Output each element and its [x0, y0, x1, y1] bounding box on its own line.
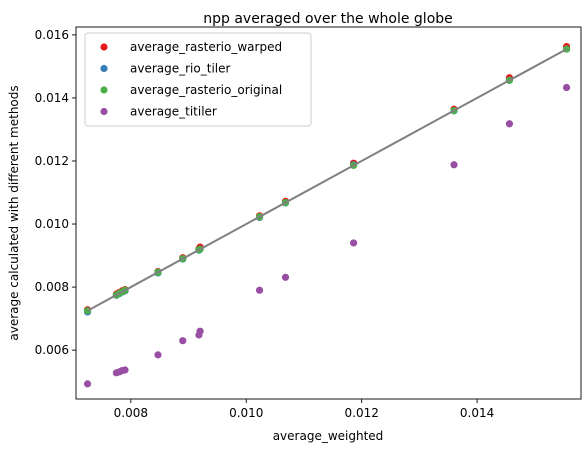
axes	[75, 26, 582, 400]
legend: average_rasterio_warped average_rio_tiler…	[84, 32, 312, 127]
legend-marker-0	[100, 43, 108, 51]
point-average_titiler-4	[121, 366, 129, 374]
legend-box	[84, 32, 312, 127]
point-average_titiler-14	[562, 83, 571, 92]
legend-marker-2	[100, 86, 108, 94]
point-average_titiler-5	[154, 351, 162, 359]
x-tick-label-3: 0.014	[460, 406, 494, 420]
y-tick-label-5: 0.016	[35, 28, 69, 42]
y-tick-label-4: 0.014	[35, 91, 69, 105]
y-axis-label: average calculated with different method…	[7, 85, 21, 340]
point-average_titiler-0	[83, 380, 92, 388]
y-tick-label-3: 0.012	[35, 154, 69, 168]
point-average_titiler-12	[450, 161, 458, 169]
x-tick-label-1: 0.010	[229, 406, 263, 420]
point-average_titiler-10	[281, 273, 290, 281]
point-average_titiler-9	[255, 286, 264, 294]
y-tick-label-1: 0.008	[35, 280, 69, 294]
identity-line	[87, 48, 568, 312]
y-tick-label-2: 0.010	[35, 217, 69, 231]
legend-label-0: average_rasterio_warped	[130, 40, 282, 54]
x-tick-label-0: 0.008	[114, 406, 148, 420]
x-axis-label: average_weighted	[273, 429, 384, 443]
x-tick-label-2: 0.012	[345, 406, 379, 420]
legend-marker-1	[100, 64, 108, 73]
plot-area	[83, 42, 571, 388]
plot-frame	[75, 26, 582, 400]
point-average_rasterio_original-0	[83, 307, 92, 315]
point-average_titiler-6	[179, 337, 187, 345]
legend-label-2: average_rasterio_original	[130, 83, 282, 97]
point-average_titiler-11	[350, 239, 358, 247]
legend-marker-3	[100, 107, 108, 116]
chart-title: npp averaged over the whole globe	[203, 11, 453, 27]
point-average_titiler-13	[505, 120, 514, 128]
legend-label-3: average_titiler	[130, 105, 217, 119]
point-average_titiler-8	[196, 327, 204, 335]
y-tick-label-0: 0.006	[35, 343, 69, 357]
tick-marks: 0.008 0.010 0.012 0.014 0.006 0.008 0.010 0.012…	[35, 28, 495, 420]
legend-label-1: average_rio_tiler	[130, 62, 230, 76]
series-average_titiler	[83, 83, 571, 388]
